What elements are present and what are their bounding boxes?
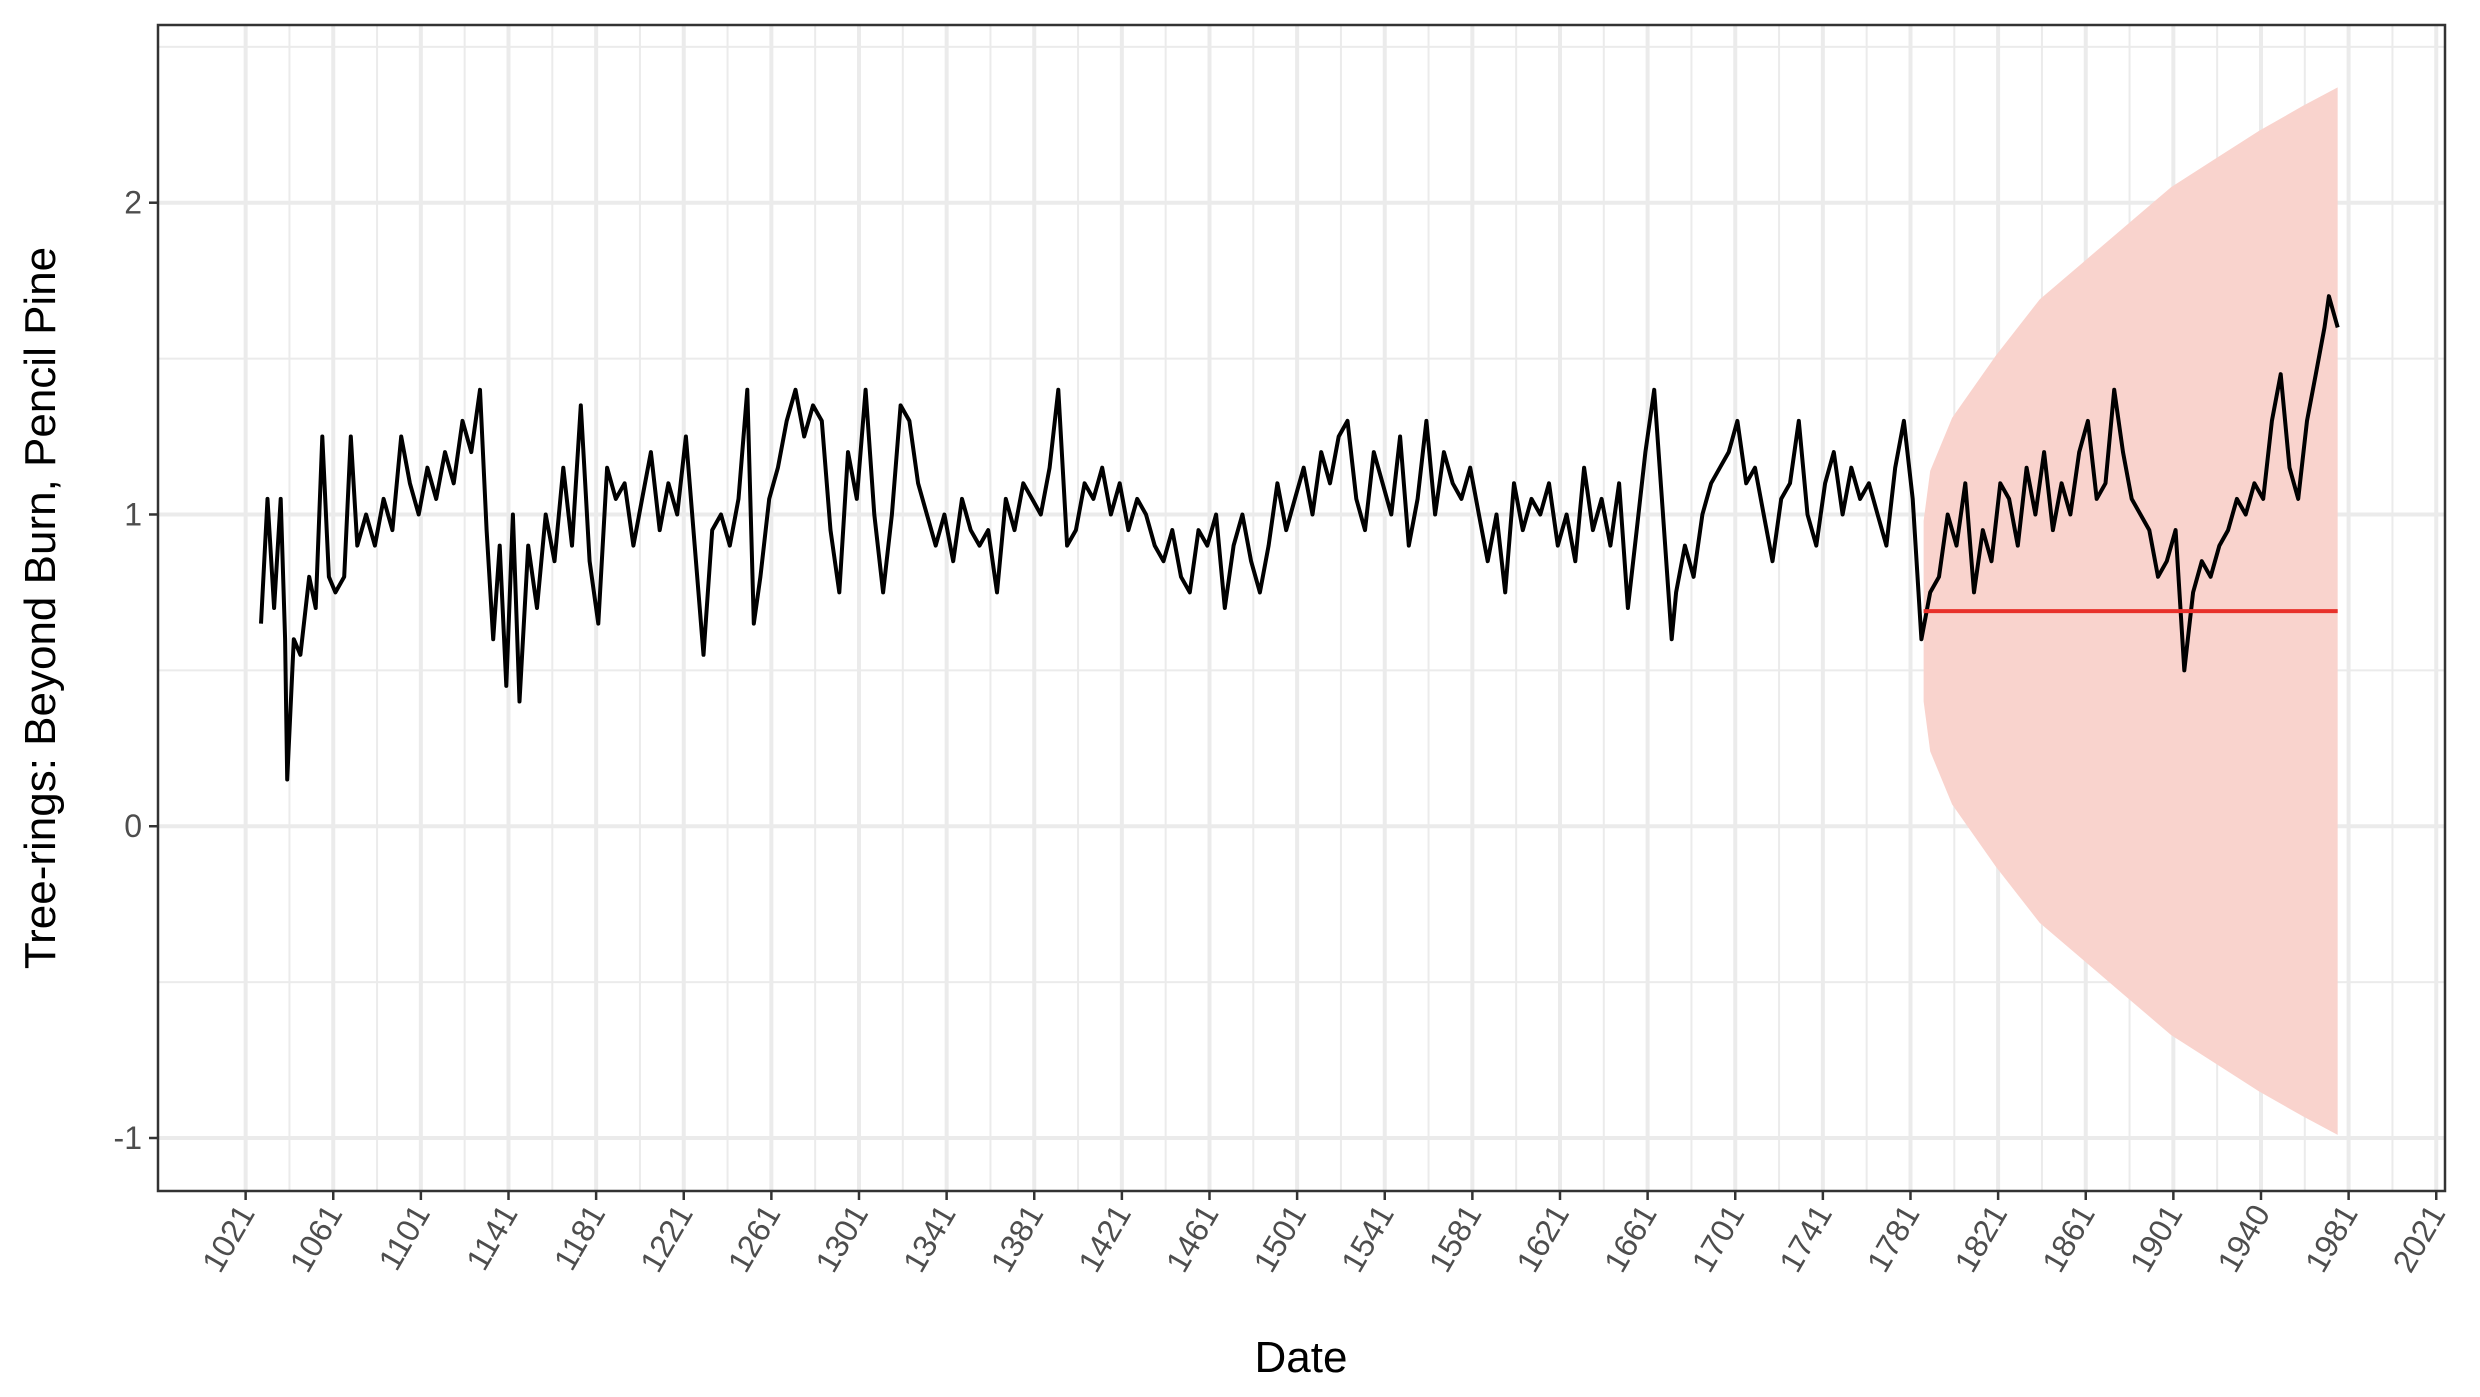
- marks: [259, 87, 2340, 1135]
- y-tick-label: -1: [114, 1120, 142, 1156]
- panel-border: [156, 23, 2447, 1193]
- x-axis-title: Date: [1255, 1333, 1348, 1382]
- y-axis-title: Tree-rings: Beyond Burn, Pencil Pine: [16, 247, 65, 969]
- grid: [158, 25, 2445, 1191]
- series-line: [259, 294, 2340, 782]
- y-tick-label: 2: [124, 185, 142, 221]
- y-tick-label: 1: [124, 496, 142, 532]
- y-tick-label: 0: [124, 808, 142, 844]
